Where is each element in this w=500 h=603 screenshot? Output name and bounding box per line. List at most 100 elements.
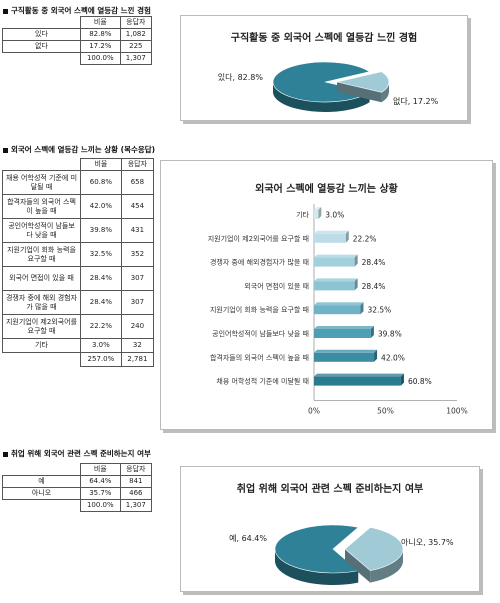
category-label: 지원기업이 회화 능력을 요구할 때 — [210, 305, 309, 314]
pie-slice-top — [344, 527, 404, 571]
row-label: 합격자들의 외국어 스펙이 높을 때 — [2, 194, 81, 219]
respondent-cell: 2,781 — [120, 352, 155, 367]
bar-top — [314, 278, 358, 282]
respondent-cell: 841 — [119, 475, 153, 488]
column-header: 비율 — [80, 158, 122, 171]
column-header: 응답자 — [120, 158, 155, 171]
table-row: 외국어 면접이 있을 때 28.4% 307 — [2, 266, 155, 291]
chart-title: 외국어 스펙에 열등감 느끼는 상황 — [255, 184, 398, 195]
row-label: 공인어학성적이 남들보다 낮을 때 — [2, 218, 81, 243]
value-label: 42.0% — [381, 353, 405, 362]
bullet-icon — [3, 8, 8, 14]
ratio-cell: 22.2% — [80, 314, 122, 339]
pie-slice-없다 — [336, 71, 390, 103]
respondent-cell: 658 — [120, 170, 155, 195]
ratio-cell: 60.8% — [80, 170, 122, 195]
table-row: 지원기업이 회화 능력을 요구할 때 32.5% 352 — [2, 242, 155, 267]
table-header-row: 비율 응답자 — [2, 158, 155, 171]
column-header: 비율 — [80, 16, 121, 29]
row-label: 지원기업이 제2외국어를 요구할 때 — [2, 314, 81, 339]
bar-side — [370, 326, 374, 338]
respondent-cell: 454 — [120, 194, 155, 219]
x-tick-label: 100% — [446, 406, 467, 415]
row-label: 아니오 — [2, 487, 81, 500]
respondent-cell: 431 — [120, 218, 155, 243]
x-tick-label: 0% — [308, 406, 320, 415]
respondent-cell: 352 — [120, 242, 155, 267]
row-label — [2, 52, 81, 65]
row-label: 지원기업이 회화 능력을 요구할 때 — [2, 242, 81, 267]
pie-slice-side — [273, 82, 370, 112]
table-header-row: 비율 응답자 — [2, 16, 153, 29]
value-label: 3.0% — [325, 211, 344, 220]
row-label: 없다 — [2, 40, 81, 53]
bar-top — [314, 373, 404, 377]
pie-slice-label: 없다, 17.2% — [393, 97, 439, 106]
bar-side — [374, 349, 378, 362]
bar-side — [360, 302, 364, 315]
section-3-heading: 취업 위해 외국어 관련 스펙 준비하는지 여부 — [3, 448, 151, 459]
bar-side — [354, 254, 358, 267]
pie-slice-label: 있다, 82.8% — [218, 72, 264, 82]
bar-side — [400, 373, 404, 386]
bar-top — [314, 230, 349, 234]
bar-top — [314, 254, 358, 258]
bar — [314, 326, 374, 338]
bullet-icon — [3, 147, 8, 153]
pie-slice-top — [336, 71, 390, 93]
respondent-cell: 240 — [120, 314, 155, 339]
value-label: 39.8% — [378, 330, 402, 339]
ratio-cell: 39.8% — [80, 218, 122, 243]
row-label: 기타 — [2, 338, 81, 353]
value-label: 28.4% — [362, 282, 386, 291]
table-row: 예 64.4% 841 — [2, 475, 153, 488]
experience-table: 비율 응답자 있다 82.8% 1,082 없다 17.2% 225 100.0% 1,307 — [2, 16, 153, 65]
pie-slice-cut — [345, 549, 371, 583]
bar-face — [314, 281, 355, 291]
ratio-cell: 32.5% — [80, 242, 122, 267]
pie-slice-top — [274, 524, 359, 574]
preparation-pie-chart: 취업 위해 외국어 관련 스펙 준비하는지 여부 예, 64.4% 아니오, 35… — [180, 466, 480, 592]
ratio-cell: 17.2% — [80, 40, 121, 53]
row-label: 경쟁자 중에 해외 경험자가 많을 때 — [2, 290, 81, 315]
section-1-heading: 구직활동 중 외국어 스펙에 열등감 느낀 경험 — [3, 5, 151, 16]
situation-bar-chart: 외국어 스펙에 열등감 느끼는 상황 기타 3.0% 지원기업이 제2외국어를 요구… — [160, 160, 493, 430]
respondent-cell: 307 — [120, 266, 155, 291]
situation-table: 비율 응답자 채용 어학성적 기준에 미달될 때 60.8% 658 합격자들의 외국어 … — [2, 158, 155, 367]
bar — [314, 349, 378, 362]
row-label: 외국어 면접이 있을 때 — [2, 266, 81, 291]
table-row: 없다 17.2% 225 — [2, 40, 153, 53]
respondent-cell: 225 — [119, 40, 153, 53]
value-label: 22.2% — [353, 234, 377, 243]
category-label: 합격자들의 외국어 스펙이 높을 때 — [210, 353, 309, 362]
bar — [314, 302, 364, 315]
bar-face — [314, 210, 319, 219]
bar-face — [314, 329, 371, 338]
table-header-row: 비율 응답자 — [2, 463, 153, 476]
x-tick-label: 50% — [377, 406, 394, 415]
bar-top — [314, 326, 374, 329]
respondent-cell: 1,307 — [119, 499, 153, 512]
ratio-cell: 100.0% — [80, 499, 121, 512]
bar-side — [354, 278, 358, 291]
pie-slice-예 — [274, 524, 359, 585]
row-label — [2, 499, 81, 512]
pie-slice-side — [381, 82, 389, 103]
table-row: 합격자들의 외국어 스펙이 높을 때 42.0% 454 — [2, 194, 155, 219]
bar-side — [318, 207, 322, 219]
column-header: 비율 — [80, 463, 121, 476]
table-row: 100.0% 1,307 — [2, 499, 153, 512]
respondent-cell: 32 — [120, 338, 155, 353]
value-label: 28.4% — [362, 258, 386, 267]
ratio-cell: 28.4% — [80, 266, 122, 291]
ratio-cell: 28.4% — [80, 290, 122, 315]
column-header: 응답자 — [119, 463, 153, 476]
bar — [314, 373, 404, 386]
pie-slice-아니오 — [344, 527, 404, 583]
bar-face — [314, 257, 355, 267]
ratio-cell: 100.0% — [80, 52, 121, 65]
value-label: 60.8% — [408, 377, 432, 386]
category-label: 기타 — [296, 210, 309, 219]
bar-top — [314, 349, 378, 353]
preparation-table: 비율 응답자 예 64.4% 841 아니오 35.7% 466 100.0% 1,307 — [2, 463, 153, 512]
